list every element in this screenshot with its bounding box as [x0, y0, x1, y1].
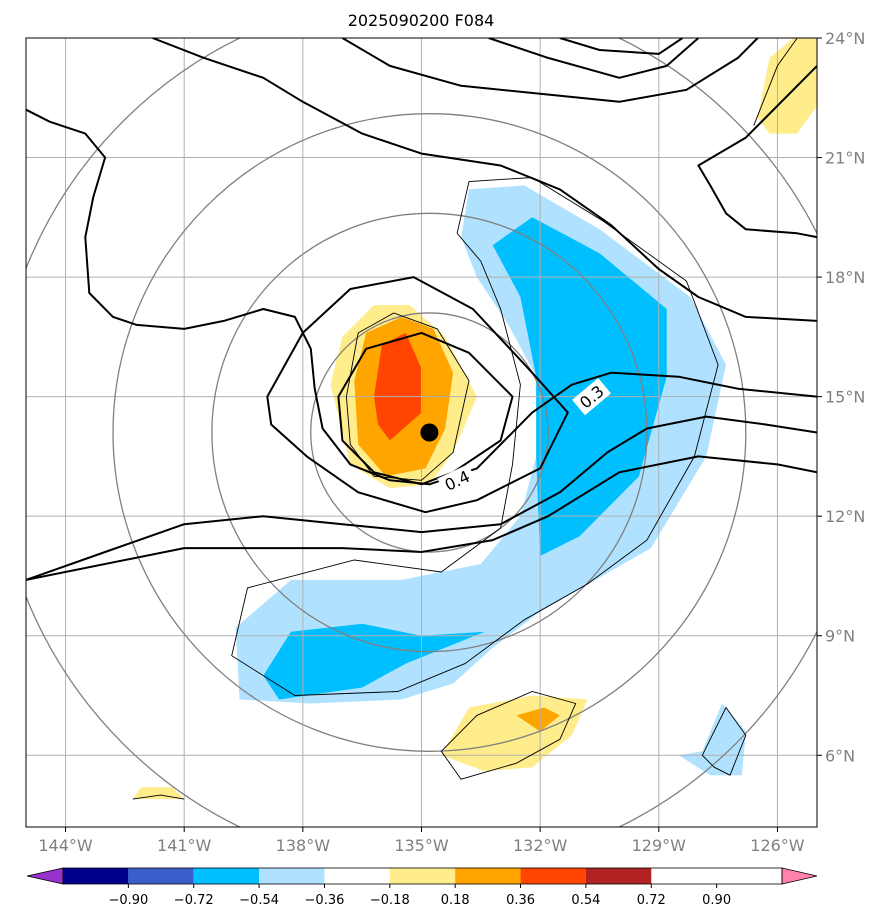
x-tick-label-6: 126°W: [750, 836, 805, 855]
y-tick-label-3: 15°N: [825, 388, 865, 407]
colorbar-label-8: 0.72: [637, 893, 666, 908]
colorbar-label-4: −0.18: [370, 893, 410, 908]
x-tick-label-4: 132°W: [513, 836, 568, 855]
range-ring-1: [211, 212, 648, 653]
thick-contour-6: [341, 38, 759, 103]
x-tick-label-0: 144°W: [38, 836, 93, 855]
thick-contour-1: [266, 276, 569, 514]
colorbar-label-0: −0.90: [108, 893, 148, 908]
colorbar: −0.90 −0.72 −0.54 −0.36 −0.18 0.18 0.36 0.54 0.7…: [26, 867, 818, 908]
thick-contour-5: [152, 38, 817, 322]
range-ring-2: [112, 113, 747, 752]
filled-region-9: [263, 623, 485, 700]
colorbar-segment-2: [193, 868, 260, 884]
colorbar-segment-1: [128, 868, 194, 884]
colorbar-label-6: 0.36: [506, 893, 535, 908]
y-tick-label-4: 18°N: [825, 268, 865, 287]
colorbar-segment-0: [63, 868, 129, 884]
thin-contour-3: [701, 706, 747, 776]
thick-contour-4: [26, 108, 817, 486]
thin-contour-5: [753, 38, 798, 126]
contour-label-bg-2: [572, 378, 612, 416]
y-tick-label-0: 6°N: [825, 746, 855, 765]
thick-contour-lines: 0.40.3: [26, 38, 817, 581]
thick-contour-0: [337, 331, 514, 486]
colorbar-label-2: −0.54: [239, 893, 279, 908]
plot-area: 0.40.3: [25, 37, 818, 828]
filled-region-10: [678, 703, 746, 776]
y-tick-label-5: 21°N: [825, 149, 865, 168]
thin-contour-2: [440, 691, 577, 780]
x-tick-label-3: 135°W: [394, 836, 449, 855]
thick-contour-7: [488, 38, 700, 79]
x-tick-label-1: 141°W: [157, 836, 212, 855]
x-tick-label-5: 129°W: [632, 836, 687, 855]
storm-center-marker: [420, 423, 439, 442]
thick-contour-2: [26, 415, 817, 581]
thin-contour-0: [231, 177, 719, 696]
chart-title: 2025090200 F084: [348, 11, 495, 30]
colorbar-extend-high: [781, 867, 818, 885]
colorbar-label-5: 0.18: [441, 893, 470, 908]
colorbar-label-3: −0.36: [305, 893, 345, 908]
range-ring-0: [310, 312, 549, 553]
colorbar-segment-8: [585, 868, 652, 884]
thick-contour-3: [26, 455, 817, 581]
colorbar-segment-7: [520, 868, 586, 884]
colorbar-frame: [62, 867, 783, 885]
filled-region-5: [132, 787, 185, 800]
filled-region-2: [374, 332, 422, 441]
colorbar-segment-3: [259, 868, 325, 884]
y-tick-label-6: 24°N: [825, 29, 865, 48]
colorbar-segment-6: [455, 868, 521, 884]
contour-label-bg-0: [437, 464, 477, 497]
y-tick-label-1: 9°N: [825, 627, 855, 646]
colorbar-segment-4: [324, 868, 390, 884]
thin-contour-4: [132, 794, 185, 800]
colorbar-label-7: 0.54: [571, 893, 600, 908]
colorbar-segment-5: [389, 868, 456, 884]
filled-region-4: [516, 707, 560, 732]
y-tick-label-2: 12°N: [825, 507, 865, 526]
filled-contours: [132, 38, 817, 800]
colorbar-label-1: −0.72: [174, 893, 214, 908]
range-rings: [26, 38, 817, 827]
x-tick-label-2: 138°W: [276, 836, 331, 855]
marker-layer: [420, 423, 439, 442]
x-axis-ticks: 144°W 141°W 138°W 135°W 132°W 129°W 126°W: [38, 827, 805, 855]
thick-contour-8: [559, 38, 684, 55]
y-axis-ticks: 6°N 9°N 12°N 15°N 18°N 21°N 24°N: [817, 29, 865, 765]
colorbar-extend-low: [26, 867, 64, 885]
colorbar-label-9: 0.90: [702, 893, 731, 908]
thick-contour-9: [697, 65, 817, 239]
